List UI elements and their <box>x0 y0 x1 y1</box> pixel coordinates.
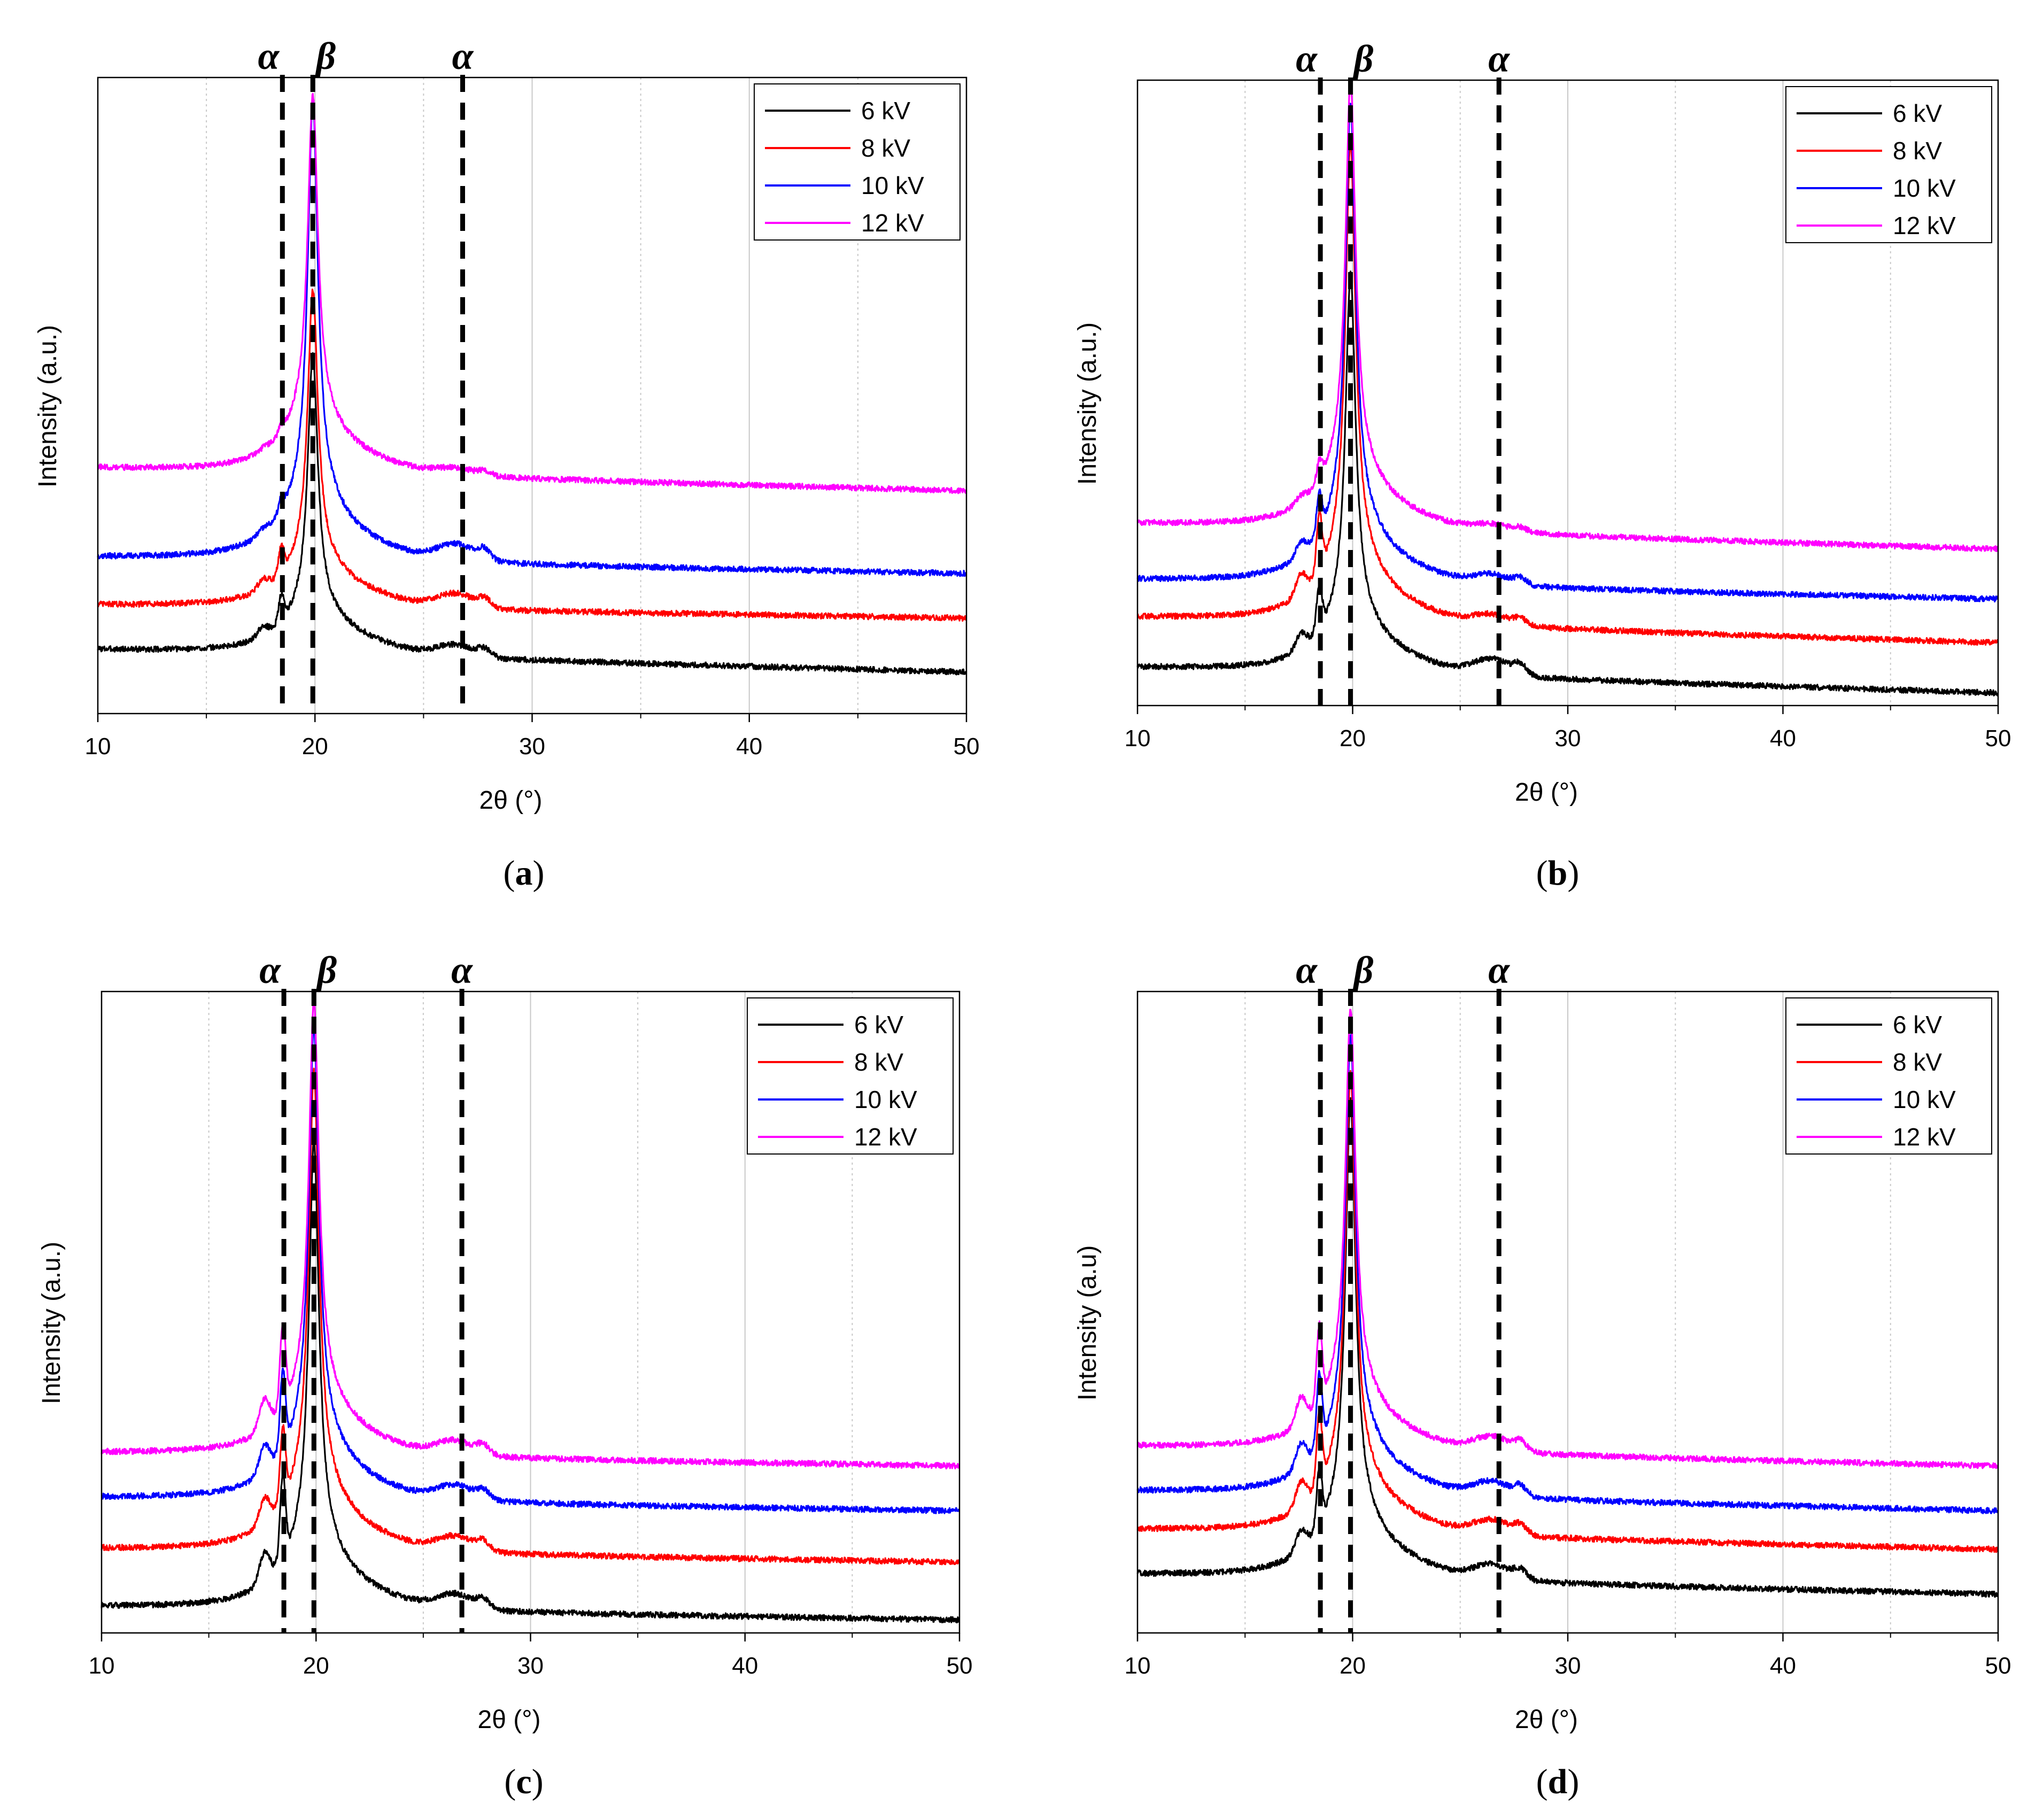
x-tick-label: 10 <box>85 733 111 760</box>
phase-marker-label: β <box>1352 949 1373 992</box>
x-tick-label: 50 <box>947 1653 973 1679</box>
x-tick-label: 10 <box>1125 1653 1151 1679</box>
legend-label: 8 kV <box>861 134 910 162</box>
x-tick-label: 30 <box>1555 725 1581 752</box>
series-line-10kv <box>1136 1034 1999 1514</box>
series-line-8kv <box>1136 1070 1999 1553</box>
phase-marker-label: α <box>1296 37 1318 80</box>
legend-label: 10 kV <box>1893 174 1956 202</box>
legend-box <box>1785 997 1992 1155</box>
series-line-12kv <box>1136 78 1999 552</box>
legend-label: 6 kV <box>861 97 910 125</box>
x-tick-label: 50 <box>1985 1653 2011 1679</box>
x-tick-label: 40 <box>736 733 762 760</box>
y-axis-label: Intensity (a.u) <box>1073 1245 1102 1401</box>
panel-caption: (a) <box>504 854 545 893</box>
legend-label: 8 kV <box>1893 1048 1942 1076</box>
x-tick-label: 20 <box>303 1653 329 1679</box>
panel-caption: (b) <box>1536 854 1580 893</box>
y-axis-label: Intensity (a.u.) <box>34 325 62 487</box>
legend: 6 kV 8 kV 10 kV 12 kV <box>1785 997 1992 1155</box>
x-tick-label: 10 <box>1125 725 1151 752</box>
series-line-6kv <box>97 352 967 676</box>
series-line-6kv <box>100 1140 960 1624</box>
series-line-12kv <box>100 1000 960 1470</box>
legend-label: 12 kV <box>1893 212 1956 239</box>
phase-marker-label: α <box>1296 949 1318 992</box>
panel-caption: (c) <box>504 1762 543 1801</box>
x-tick-label: 40 <box>1770 725 1796 752</box>
legend-box <box>754 83 961 241</box>
phase-marker-label: β <box>315 949 337 992</box>
legend-label: 8 kV <box>854 1048 903 1076</box>
legend-label: 8 kV <box>1893 137 1942 165</box>
phase-marker-label: α <box>259 949 281 992</box>
x-axis-label: 2θ (°) <box>479 786 543 815</box>
x-tick-label: 30 <box>1555 1653 1581 1679</box>
x-tick-label: 30 <box>517 1653 544 1679</box>
legend: 6 kV 8 kV 10 kV 12 kV <box>754 83 961 241</box>
x-tick-label: 20 <box>1340 725 1366 752</box>
legend-box <box>747 997 954 1155</box>
series-line-12kv <box>97 92 967 494</box>
series-line-8kv <box>1136 142 1999 646</box>
y-axis-label: Intensity (a.u.) <box>1073 322 1102 485</box>
series-line-10kv <box>1136 103 1999 603</box>
legend-label: 6 kV <box>854 1011 903 1039</box>
legend-label: 6 kV <box>1893 1011 1942 1039</box>
panel-caption: (d) <box>1536 1762 1580 1801</box>
y-axis-label: Intensity (a.u.) <box>37 1242 66 1404</box>
phase-marker-label: α <box>1488 949 1510 992</box>
x-tick-label: 50 <box>1985 725 2011 752</box>
x-axis-label: 2θ (°) <box>1515 1706 1578 1734</box>
legend-label: 12 kV <box>854 1123 917 1151</box>
legend: 6 kV 8 kV 10 kV 12 kV <box>1785 86 1992 243</box>
x-tick-label: 40 <box>732 1653 758 1679</box>
series-line-12kv <box>1136 1009 1999 1469</box>
legend-label: 12 kV <box>861 209 924 237</box>
phase-marker-label: β <box>1352 37 1373 80</box>
phase-marker-label: α <box>451 949 473 992</box>
x-axis-label: 2θ (°) <box>478 1706 541 1734</box>
phase-marker-label: α <box>1488 37 1510 80</box>
legend-label: 6 kV <box>1893 99 1942 127</box>
phase-marker-label: β <box>314 35 336 78</box>
series-line-8kv <box>100 1067 960 1566</box>
series-line-10kv <box>97 99 967 577</box>
legend-label: 10 kV <box>861 172 924 199</box>
x-tick-label: 50 <box>954 733 980 760</box>
series-line-8kv <box>97 288 967 622</box>
x-tick-label: 20 <box>1340 1653 1366 1679</box>
series-line-10kv <box>101 1026 960 1514</box>
legend: 6 kV 8 kV 10 kV 12 kV <box>747 997 954 1155</box>
x-tick-label: 10 <box>89 1653 115 1679</box>
legend-label: 10 kV <box>854 1086 917 1113</box>
series-line-6kv <box>1136 270 1999 696</box>
x-axis-label: 2θ (°) <box>1515 778 1578 807</box>
legend-label: 12 kV <box>1893 1123 1956 1151</box>
phase-marker-label: α <box>452 35 474 78</box>
x-tick-label: 20 <box>302 733 328 760</box>
legend-label: 10 kV <box>1893 1086 1956 1113</box>
x-tick-label: 40 <box>1770 1653 1796 1679</box>
phase-marker-label: α <box>258 35 280 78</box>
legend-box <box>1785 86 1992 243</box>
series-line-6kv <box>1136 1097 1999 1598</box>
x-tick-label: 30 <box>519 733 545 760</box>
